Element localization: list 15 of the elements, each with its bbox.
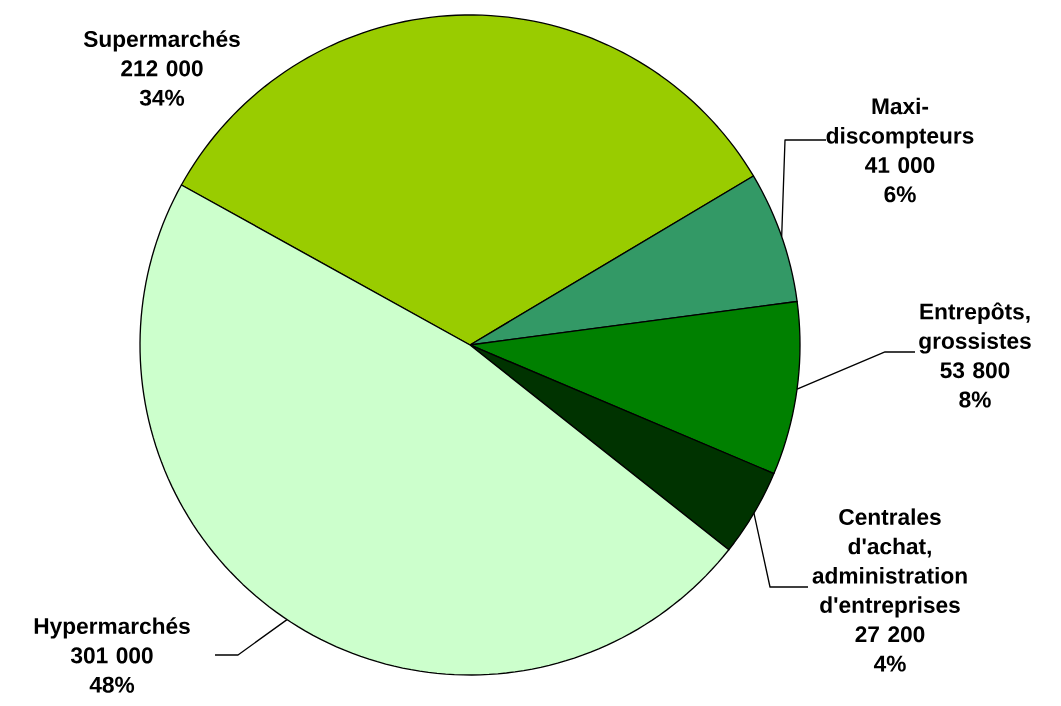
slice-label: Entrepôts, grossistes (919, 302, 1031, 354)
text: 8% (959, 391, 991, 408)
data-label: 212 000 (121, 60, 203, 77)
slice-label: Supermarchés (83, 30, 240, 52)
legend-label: Hypermarchés (34, 617, 190, 639)
text: 34% (139, 89, 185, 106)
slice-label: Centrales d'achat, administration d'entreprises (812, 508, 967, 618)
data-label: 53 800 (940, 362, 1010, 379)
slice-label: Maxi-discompteurs (826, 97, 974, 149)
data-label: 27 200 (855, 626, 925, 643)
text: 6% (884, 186, 916, 203)
text: 48% (89, 676, 135, 693)
text: 4% (873, 655, 906, 672)
data-label: 41 000 (865, 156, 935, 173)
data-label: 301 000 (70, 647, 153, 664)
